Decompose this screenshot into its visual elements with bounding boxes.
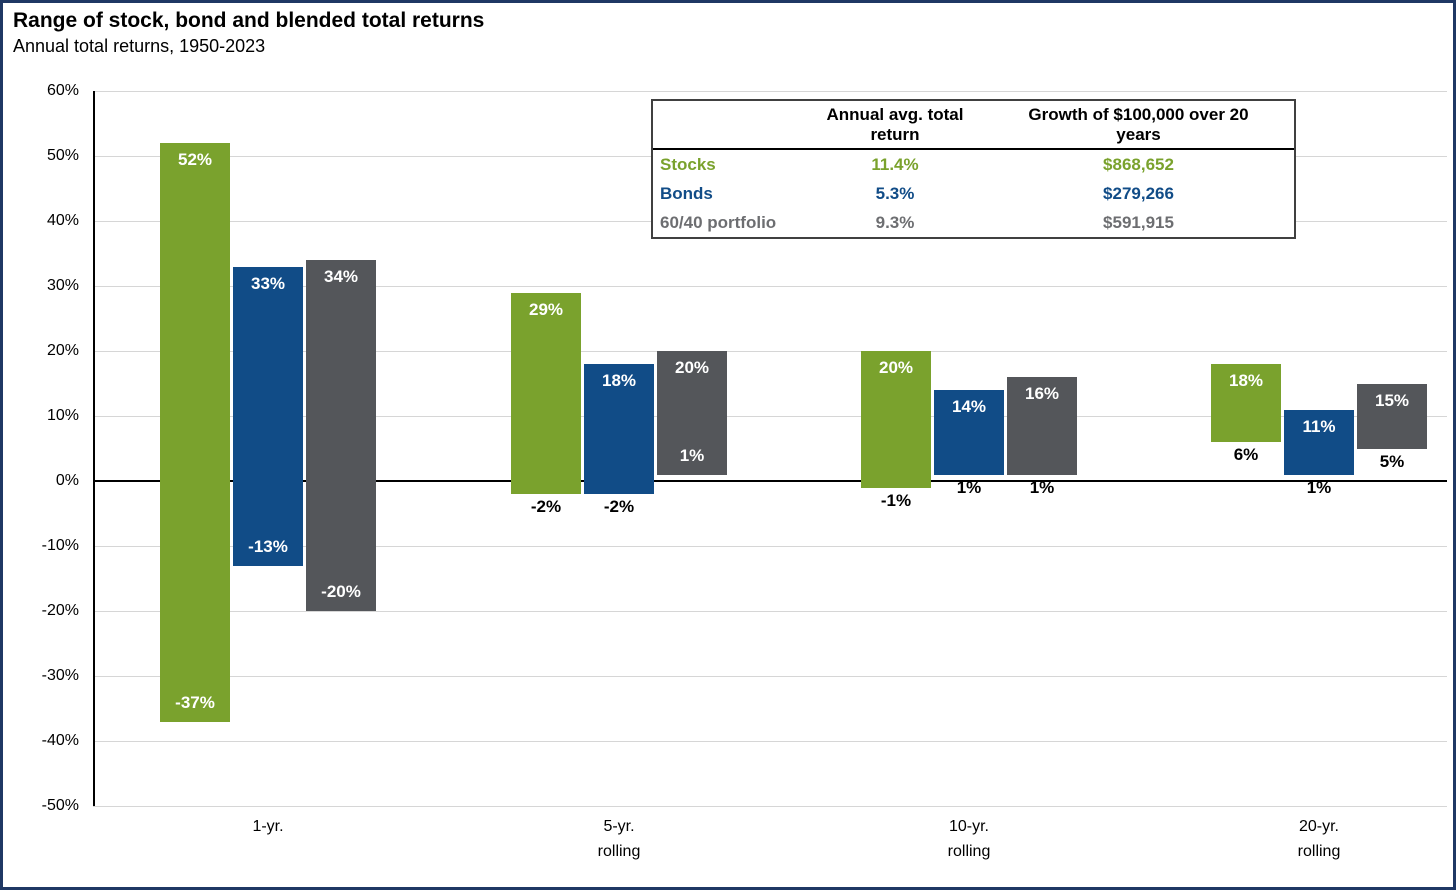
y-axis-tick-label: 60% [46, 82, 79, 99]
zero-axis-line [93, 480, 1447, 482]
bar-max-label: 29% [528, 299, 564, 319]
y-axis-tick-label: -30% [41, 667, 79, 684]
bar-min-label: 1% [1306, 477, 1332, 497]
bar-60-40-portfolio-1-yr [306, 260, 376, 611]
bar-min-label: 1% [679, 445, 705, 465]
y-axis-tick-label: -20% [41, 602, 79, 619]
y-axis-tick-label: -10% [41, 537, 79, 554]
bar-max-label: 18% [601, 371, 637, 390]
portfolio-avg-return-value: 9.3% [875, 212, 915, 232]
plot-area: 60% 50% 40% 30% 20% 10% 0% -10% -20% -30% -40% -50%… [3, 3, 1453, 887]
bar-stocks-10-yr-rolling [861, 351, 931, 488]
table-row-stocks: Stocks 11.4% $868,652 [653, 150, 1294, 179]
bar-bonds-5-yr-rolling [584, 364, 654, 494]
bar-60-40-portfolio-10-yr-rolling [1007, 377, 1077, 475]
gridline [93, 545, 1447, 547]
y-axis-tick-label: 0% [55, 472, 79, 489]
y-axis-line [93, 91, 95, 806]
x-axis-category-label: 5-yr. rolling [597, 818, 641, 860]
table-header-avg-return: Annual avg. total return [826, 105, 964, 144]
portfolio-growth-value: $591,915 [1103, 212, 1174, 232]
bar-min-label: -37% [175, 692, 215, 712]
stocks-row-label: Stocks [660, 154, 716, 174]
summary-table-header-row: Annual avg. total return Growth of $100,… [653, 101, 1294, 150]
portfolio-row-label: 60/40 portfolio [660, 212, 777, 232]
gridline [93, 805, 1447, 807]
table-row-bonds: Bonds 5.3% $279,266 [653, 179, 1294, 208]
table-row-60-40-portfolio: 60/40 portfolio 9.3% $591,915 [653, 208, 1294, 237]
bar-60-40-portfolio-20-yr-rolling [1357, 383, 1427, 449]
bar-max-label: 11% [1302, 416, 1336, 436]
x-axis-category-label: 20-yr. rolling [1297, 818, 1341, 860]
y-axis-tick-label: -50% [41, 797, 79, 814]
bar-min-label: -20% [321, 582, 361, 601]
summary-table: Annual avg. total return Growth of $100,… [651, 99, 1296, 239]
bar-60-40-portfolio-5-yr-rolling [657, 351, 727, 475]
y-axis-tick-label: 30% [46, 277, 79, 294]
y-axis-tick-label: 50% [46, 147, 79, 164]
bar-max-label: 18% [1228, 371, 1264, 390]
gridline [93, 740, 1447, 742]
gridline [93, 610, 1447, 612]
bar-max-label: 15% [1374, 390, 1410, 410]
bar-stocks-1-yr [160, 143, 230, 722]
bar-bonds-1-yr [233, 266, 303, 566]
stocks-growth-value: $868,652 [1103, 154, 1174, 174]
bar-max-label: 16% [1024, 384, 1060, 403]
bar-max-label: 52% [177, 150, 213, 169]
bar-min-label: 6% [1233, 445, 1259, 464]
y-axis-tick-label: -40% [41, 732, 79, 749]
bar-max-label: 20% [674, 358, 710, 377]
x-axis-category-label: 10-yr. rolling [947, 818, 991, 860]
y-axis-tick-label: 40% [46, 212, 79, 229]
bar-stocks-5-yr-rolling [511, 292, 581, 494]
bonds-row-label: Bonds [660, 183, 713, 203]
bar-max-label: 33% [250, 273, 286, 293]
gridline [93, 415, 1447, 417]
table-header-growth: Growth of $100,000 over 20 years [1028, 105, 1249, 144]
chart-title: Range of stock, bond and blended total r… [13, 9, 485, 32]
bonds-avg-return-value: 5.3% [875, 183, 915, 203]
bar-min-label: -13% [248, 536, 288, 556]
bar-min-label: 1% [1029, 477, 1055, 497]
gridline [93, 675, 1447, 677]
y-axis-tick-label: 10% [46, 407, 79, 424]
bar-max-label: 14% [951, 397, 987, 416]
bar-bonds-10-yr-rolling [934, 390, 1004, 475]
gridline [93, 350, 1447, 352]
bar-bonds-20-yr-rolling [1284, 409, 1354, 475]
stocks-avg-return-value: 11.4% [871, 154, 919, 174]
bar-min-label: -2% [530, 497, 562, 516]
bar-stocks-20-yr-rolling [1211, 364, 1281, 442]
bar-min-label: -2% [603, 497, 635, 516]
bar-max-label: 20% [878, 358, 914, 377]
x-axis-category-label: 1-yr. [252, 818, 284, 835]
chart-subtitle: Annual total returns, 1950-2023 [13, 36, 266, 56]
bar-min-label: 1% [956, 477, 982, 497]
gridline [93, 285, 1447, 287]
gridline [93, 90, 1447, 92]
bonds-growth-value: $279,266 [1103, 183, 1174, 203]
bar-min-label: -1% [880, 490, 912, 510]
bar-min-label: 5% [1379, 451, 1405, 471]
y-axis-tick-label: 20% [46, 342, 79, 359]
bar-max-label: 34% [323, 267, 359, 286]
